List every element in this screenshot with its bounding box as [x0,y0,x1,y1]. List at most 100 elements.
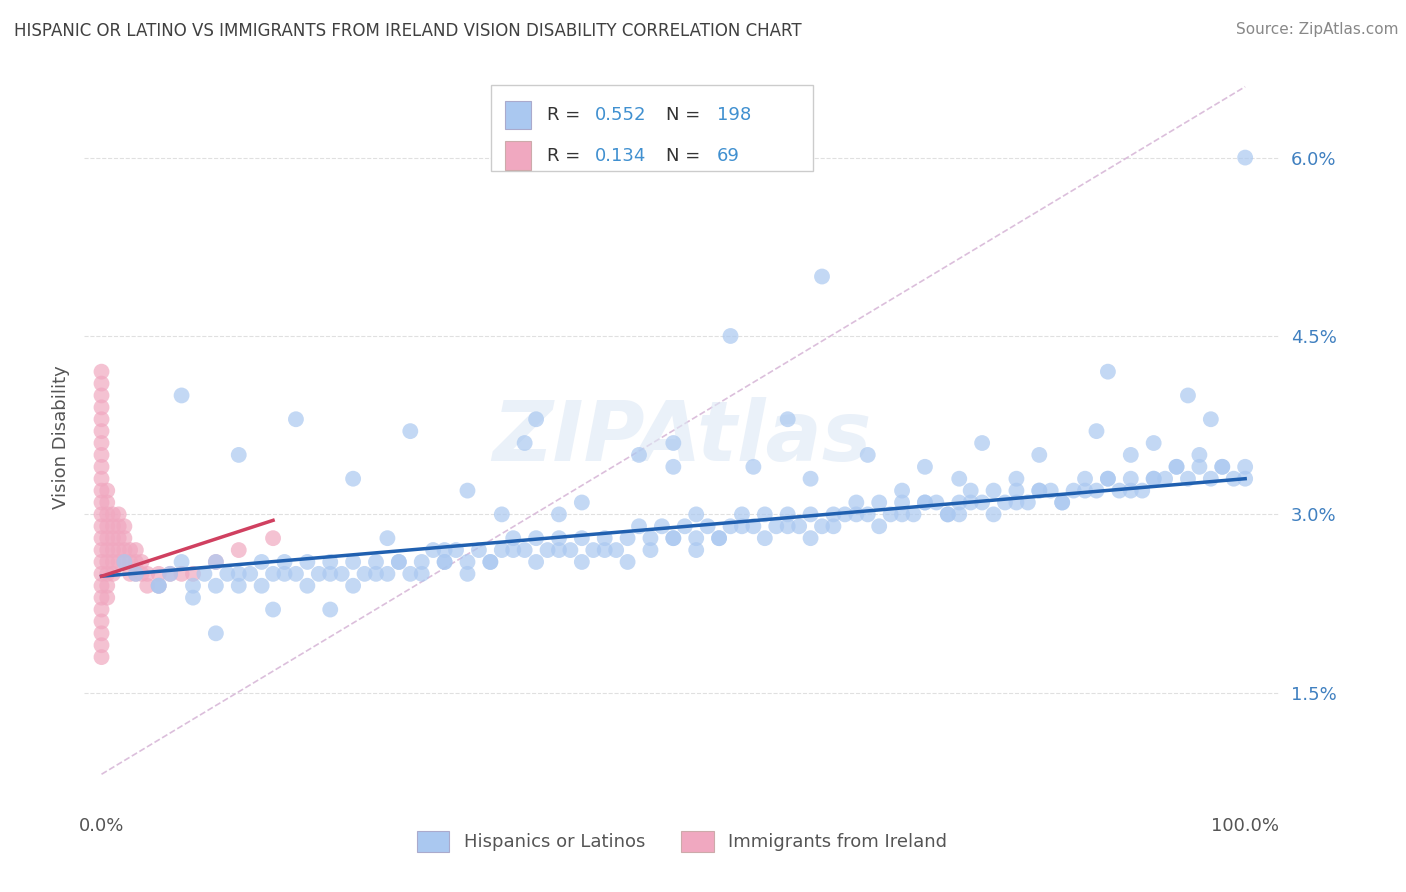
Point [662,436,685,450]
Point [342,555,364,569]
Point [101,519,124,533]
Point [834,508,856,522]
Point [605,543,627,558]
Point [593,543,616,558]
FancyBboxPatch shape [491,85,814,171]
Point [90,436,112,450]
Point [96,579,118,593]
Point [90,591,112,605]
Point [120,555,142,569]
Point [662,531,685,545]
Point [96,519,118,533]
Text: ZIPAtlas: ZIPAtlas [492,397,872,477]
Point [319,602,342,616]
Point [96,555,118,569]
Point [170,566,193,581]
Point [377,566,399,581]
Point [101,543,124,558]
Point [342,472,364,486]
Point [170,388,193,402]
Point [1143,436,1166,450]
Point [205,579,228,593]
Point [96,591,118,605]
Point [433,555,456,569]
Point [96,508,118,522]
Legend: Hispanics or Latinos, Immigrants from Ireland: Hispanics or Latinos, Immigrants from Ir… [409,823,955,859]
Text: 198: 198 [717,106,751,124]
Point [685,531,707,545]
Point [433,555,456,569]
Text: 69: 69 [717,146,740,165]
Point [1028,448,1050,462]
Point [972,495,994,509]
Point [101,508,124,522]
Point [422,543,444,558]
Point [1177,388,1199,402]
Point [217,566,239,581]
Point [433,543,456,558]
Point [96,543,118,558]
Point [1119,483,1142,498]
Point [994,495,1017,509]
Point [524,412,547,426]
Point [731,508,754,522]
Point [112,543,135,558]
Point [1005,472,1028,486]
Point [148,579,170,593]
Text: 0.134: 0.134 [595,146,645,165]
Point [491,543,513,558]
Text: R =: R = [547,106,586,124]
Point [1097,472,1119,486]
Point [125,566,148,581]
Point [800,531,823,545]
Point [90,626,112,640]
Point [571,555,593,569]
Point [524,555,547,569]
Point [754,531,776,545]
Point [136,566,159,581]
Point [388,555,411,569]
Point [411,566,433,581]
Point [1074,472,1097,486]
Point [107,519,129,533]
Text: N =: N = [666,146,706,165]
Point [707,531,730,545]
Point [1017,495,1039,509]
Point [502,543,524,558]
Point [284,566,307,581]
Point [120,543,142,558]
Point [1063,483,1085,498]
Point [112,519,135,533]
Point [90,376,112,391]
Point [90,650,112,665]
Text: HISPANIC OR LATINO VS IMMIGRANTS FROM IRELAND VISION DISABILITY CORRELATION CHAR: HISPANIC OR LATINO VS IMMIGRANTS FROM IR… [14,22,801,40]
Point [131,566,153,581]
Point [776,508,799,522]
Point [90,424,112,438]
Point [1188,448,1211,462]
Point [125,555,148,569]
Point [96,483,118,498]
Point [1028,483,1050,498]
Point [616,531,638,545]
Point [731,519,754,533]
Point [120,566,142,581]
Point [205,626,228,640]
Point [720,519,742,533]
Point [1005,483,1028,498]
Point [101,555,124,569]
Point [491,508,513,522]
Point [800,508,823,522]
Point [914,459,936,474]
Point [742,519,765,533]
Point [90,472,112,486]
Point [948,508,970,522]
Point [468,543,491,558]
Point [1085,424,1108,438]
Point [627,448,650,462]
Point [856,508,879,522]
Point [90,579,112,593]
Point [1074,483,1097,498]
Point [90,555,112,569]
Point [1234,459,1257,474]
